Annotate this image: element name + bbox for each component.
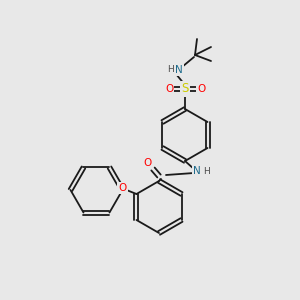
Text: O: O xyxy=(118,183,127,193)
Text: O: O xyxy=(197,84,205,94)
Text: H: H xyxy=(167,65,173,74)
Text: N: N xyxy=(175,65,183,75)
Text: O: O xyxy=(165,84,173,94)
Text: O: O xyxy=(144,158,152,168)
Text: N: N xyxy=(193,166,201,176)
Text: S: S xyxy=(181,82,189,95)
Text: H: H xyxy=(202,167,209,176)
